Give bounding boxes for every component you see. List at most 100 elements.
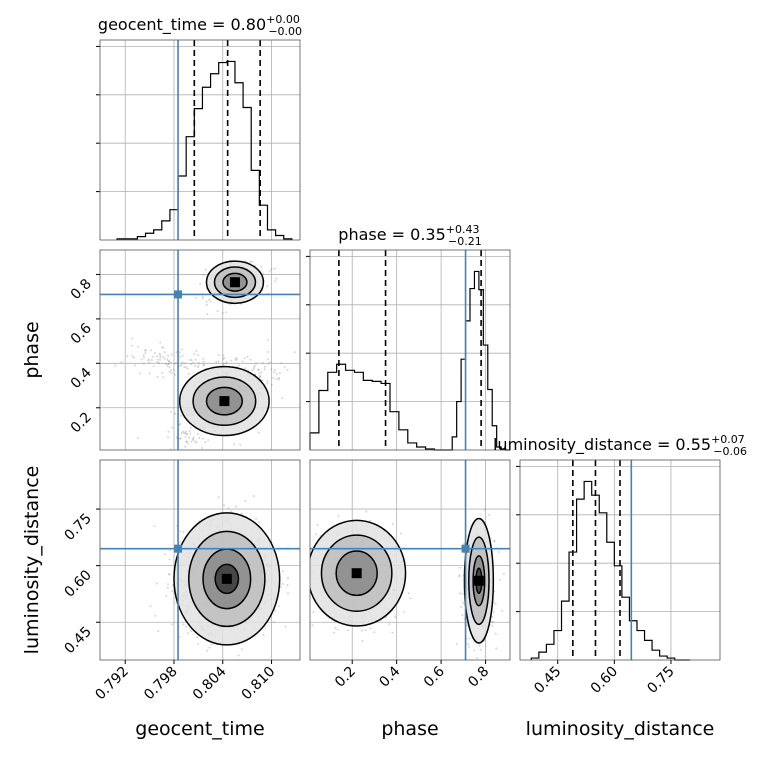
- sample-point: [491, 621, 494, 624]
- sample-point: [261, 379, 264, 382]
- sample-point: [468, 637, 471, 640]
- truth-marker: [461, 544, 470, 553]
- sample-point: [253, 364, 256, 367]
- sample-point: [131, 355, 134, 358]
- y-tick-label: 0.4: [68, 365, 95, 392]
- panel-frame: [99, 459, 301, 661]
- sample-point: [277, 378, 280, 381]
- sample-point: [162, 346, 165, 349]
- sample-point: [238, 364, 241, 367]
- sample-point: [394, 616, 396, 618]
- sample-point: [495, 647, 498, 650]
- sample-point: [269, 361, 272, 364]
- sample-point: [311, 624, 314, 627]
- sample-point: [234, 505, 237, 508]
- sample-point: [244, 367, 247, 370]
- sample-point: [334, 626, 337, 629]
- sample-point: [281, 583, 284, 585]
- sample-point: [499, 578, 501, 581]
- sample-point: [263, 368, 266, 371]
- sample-point: [227, 507, 230, 510]
- sample-point: [114, 364, 117, 367]
- sample-point: [274, 280, 277, 283]
- sample-point: [189, 358, 192, 361]
- sample-point: [336, 628, 339, 631]
- sample-point: [133, 364, 136, 367]
- sample-point: [468, 645, 471, 648]
- sample-point: [159, 354, 162, 356]
- contour-line: [214, 563, 240, 595]
- sample-point: [365, 510, 368, 513]
- panel-content: [100, 250, 300, 460]
- sample-point: [188, 436, 191, 439]
- sample-point: [346, 629, 349, 632]
- sample-point: [168, 360, 171, 363]
- sample-point: [246, 355, 249, 358]
- sample-point: [180, 363, 183, 366]
- sample-point: [291, 576, 293, 578]
- y-tick-label: 0.6: [68, 320, 95, 347]
- sample-point: [222, 358, 225, 361]
- contour-line: [188, 530, 266, 628]
- sample-point: [167, 363, 170, 366]
- sample-point: [199, 282, 202, 285]
- sample-point: [239, 443, 242, 446]
- sample-point: [167, 359, 170, 362]
- contour-line: [335, 550, 378, 597]
- sample-point: [167, 354, 170, 357]
- diag-panel-luminosity_distance: luminosity_distance = 0.55+0.07 −0.06: [493, 433, 747, 661]
- sample-point: [266, 382, 269, 385]
- panel-geocent_time-vs-luminosity_distance: [99, 459, 301, 661]
- sample-point: [180, 432, 183, 435]
- sample-point: [402, 611, 405, 613]
- sample-point: [198, 362, 200, 364]
- title-value: luminosity_distance = 0.55: [493, 435, 711, 455]
- sample-point: [131, 337, 134, 340]
- sample-point: [222, 364, 225, 366]
- sample-point: [170, 369, 173, 372]
- sample-point: [223, 357, 226, 359]
- sample-point: [208, 646, 211, 649]
- sample-point: [186, 452, 188, 454]
- sample-point: [132, 356, 135, 359]
- panel-frame: [519, 459, 721, 661]
- sample-point: [172, 368, 175, 371]
- panel-frame: [99, 249, 301, 451]
- sample-point: [165, 595, 168, 598]
- sample-point: [364, 629, 367, 632]
- sample-point: [171, 584, 174, 587]
- sample-point: [178, 351, 181, 354]
- panel-content: [100, 460, 300, 660]
- sample-point: [230, 359, 233, 362]
- sample-point: [182, 531, 185, 533]
- sample-point: [225, 311, 228, 314]
- sample-point: [465, 624, 468, 627]
- sample-point: [190, 359, 193, 362]
- sample-point: [184, 435, 187, 438]
- sample-point: [240, 512, 243, 515]
- sample-point: [159, 358, 162, 361]
- panel-frame: [309, 459, 511, 661]
- sample-point: [234, 359, 237, 362]
- diag-panel-phase: phase = 0.35+0.43 −0.21: [306, 223, 511, 451]
- sample-point: [463, 542, 466, 545]
- sample-point: [197, 354, 200, 357]
- sample-point: [493, 539, 496, 542]
- sample-point: [497, 551, 500, 553]
- sample-point: [286, 368, 289, 371]
- sample-point: [181, 354, 184, 357]
- sample-point: [225, 361, 228, 363]
- sample-point: [184, 432, 187, 435]
- sample-point: [264, 365, 267, 368]
- sample-point: [266, 285, 269, 288]
- sample-point: [459, 592, 462, 595]
- sample-point: [161, 458, 163, 460]
- sample-point: [168, 366, 171, 369]
- sample-point: [144, 349, 146, 352]
- sample-point: [460, 606, 463, 609]
- x-tick-label: 0.2: [332, 664, 359, 691]
- sample-point: [195, 296, 198, 299]
- sample-point: [144, 352, 147, 354]
- sample-point: [179, 365, 182, 367]
- sample-point: [204, 441, 207, 443]
